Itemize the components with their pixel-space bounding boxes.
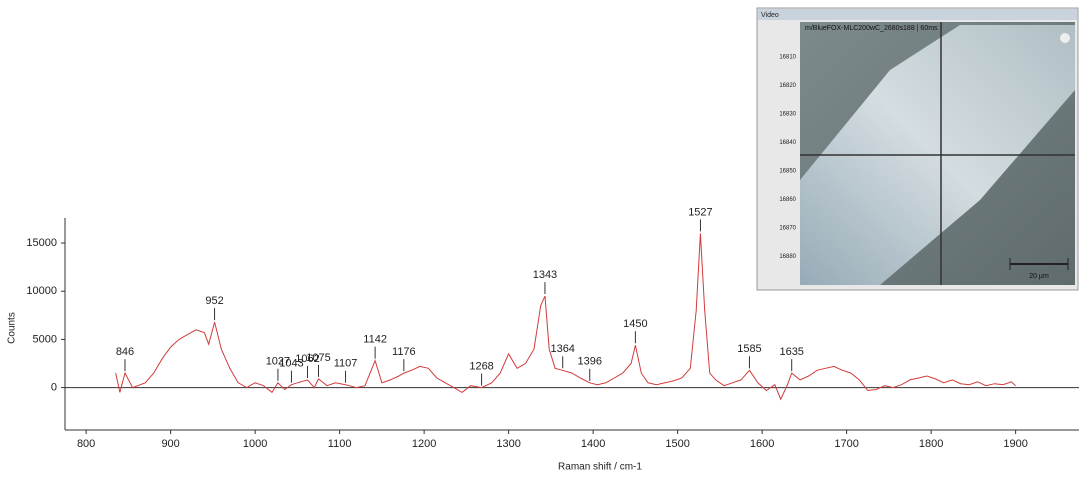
x-tick-label: 1100 — [328, 438, 352, 450]
ruler-label: 16880 — [779, 254, 796, 260]
peak-label: 1343 — [533, 269, 557, 281]
scale-label: 20 µm — [1029, 273, 1049, 280]
peak-label: 1142 — [363, 334, 387, 346]
x-tick-label: 1800 — [919, 438, 943, 450]
y-tick-label: 10000 — [26, 285, 57, 297]
ruler-label: 16830 — [779, 112, 796, 118]
y-tick-label: 0 — [51, 382, 57, 394]
x-tick-label: 1600 — [750, 438, 774, 450]
peak-label: 952 — [205, 295, 223, 307]
ruler-label: 16850 — [779, 169, 796, 175]
peak-label: 1527 — [688, 206, 712, 218]
peak-label: 846 — [116, 346, 134, 358]
video-panel: Video m/BlueFOX-MLC200wC_2680s188 | 60ms… — [756, 7, 1079, 291]
peak-label: 1268 — [469, 361, 493, 373]
peak-label: 1396 — [578, 356, 602, 368]
peak-label: 1585 — [737, 343, 761, 355]
x-tick-label: 800 — [77, 438, 95, 450]
video-image — [800, 22, 1075, 285]
video-title: Video — [761, 12, 779, 19]
ruler-label: 16860 — [779, 197, 796, 203]
x-tick-label: 1300 — [496, 438, 520, 450]
ruler-label: 16870 — [779, 226, 796, 232]
peak-label: 1176 — [392, 346, 416, 358]
video-caption: m/BlueFOX-MLC200wC_2680s188 | 60ms — [805, 25, 938, 32]
x-axis-label: Raman shift / cm-1 — [558, 462, 642, 473]
ruler-label: 16840 — [779, 140, 796, 146]
ruler-label: 16820 — [779, 83, 796, 89]
video-titlebar — [758, 9, 1077, 20]
peak-label: 1107 — [334, 358, 358, 370]
peak-label: 1635 — [779, 346, 803, 358]
peak-label: 1062 — [295, 353, 319, 365]
y-tick-label: 5000 — [33, 333, 57, 345]
x-tick-label: 1500 — [665, 438, 689, 450]
x-tick-label: 1400 — [581, 438, 605, 450]
peak-label: 1043 — [279, 358, 303, 370]
y-tick-label: 15000 — [26, 237, 57, 249]
peak-label: 1364 — [550, 343, 574, 355]
y-axis-label: Counts — [7, 312, 18, 344]
x-tick-label: 900 — [161, 438, 179, 450]
ruler-label: 16810 — [779, 55, 796, 61]
x-tick-label: 1900 — [1003, 438, 1027, 450]
spectrum-line — [115, 233, 1016, 401]
peak-label: 1075 — [306, 352, 330, 364]
x-tick-label: 1200 — [412, 438, 436, 450]
peak-label: 1027 — [266, 356, 290, 368]
x-tick-label: 1000 — [243, 438, 267, 450]
x-tick-label: 1700 — [834, 438, 858, 450]
settings-icon[interactable] — [1060, 33, 1070, 43]
peak-label: 1450 — [623, 318, 647, 330]
